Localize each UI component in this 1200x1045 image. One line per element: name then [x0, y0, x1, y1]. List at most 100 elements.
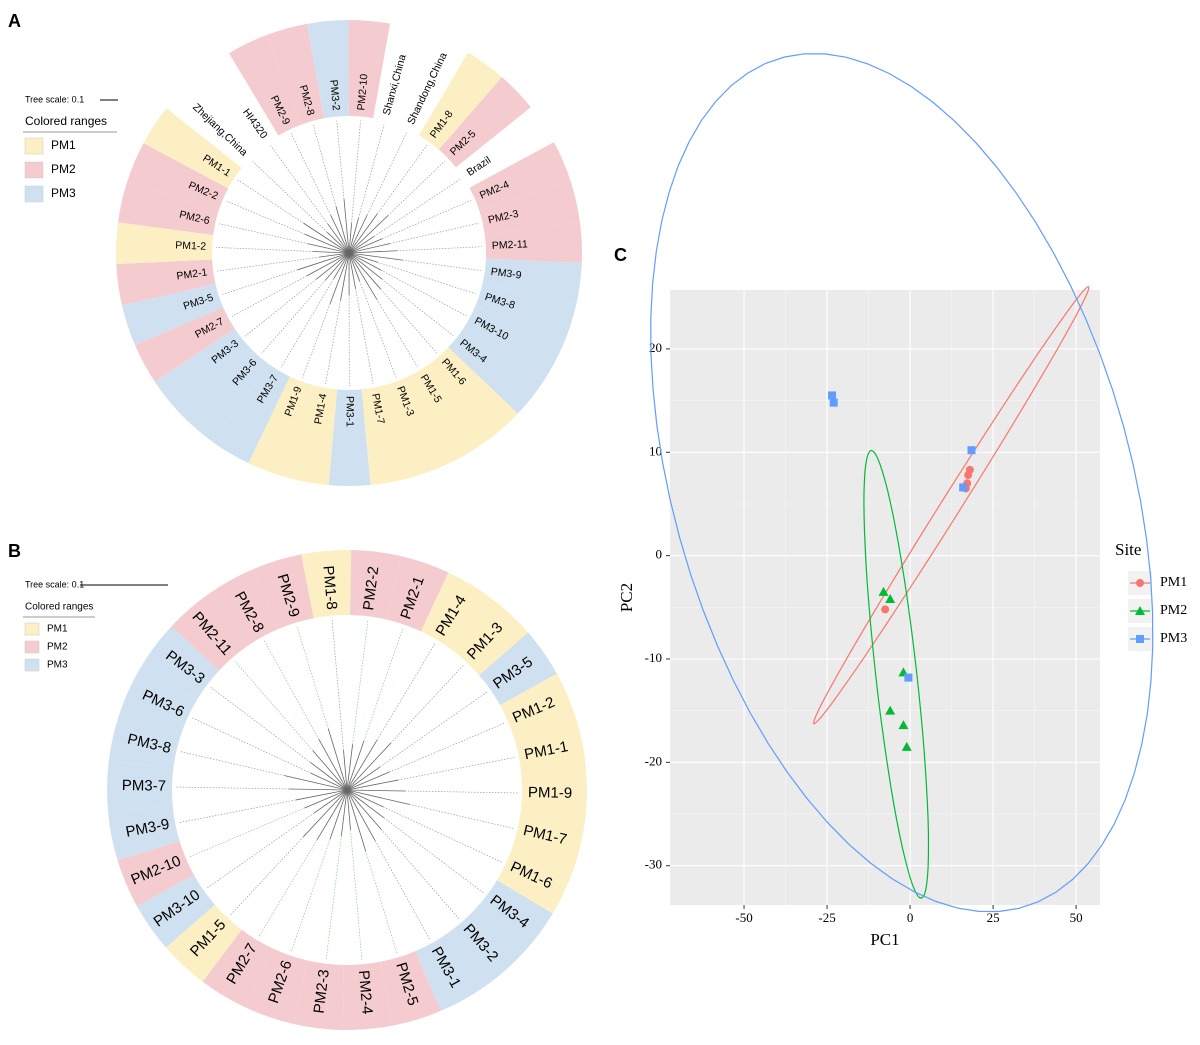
range-segment [107, 805, 180, 861]
range-segment [127, 143, 229, 211]
branch [325, 300, 341, 384]
legend-label: PM1 [1160, 575, 1187, 590]
confidence-ellipse [812, 285, 1090, 725]
branch [306, 252, 350, 277]
range-segment [108, 711, 182, 769]
x-axis-label: PC1 [870, 930, 899, 949]
range-segment [479, 632, 557, 706]
branch [402, 259, 481, 271]
branch [380, 829, 460, 920]
branch [376, 299, 418, 368]
branch [343, 750, 348, 791]
branch [346, 789, 351, 830]
branch [380, 269, 467, 317]
branch [263, 640, 320, 740]
range-segment [482, 258, 582, 305]
branch [348, 252, 381, 290]
leaf-label: PM2-10 [355, 73, 370, 111]
branch [348, 223, 353, 254]
range-segment [228, 35, 301, 136]
branch [381, 200, 472, 240]
range-segment [212, 364, 290, 464]
branch [351, 120, 361, 224]
branch [252, 161, 328, 233]
branch [234, 660, 314, 751]
branch [330, 215, 350, 254]
branch [377, 261, 476, 295]
branch [346, 740, 378, 791]
branch [389, 222, 479, 244]
branch [374, 840, 431, 940]
leaf-label: PM3-9 [490, 266, 522, 282]
range-segment [342, 961, 393, 1031]
range-segment [137, 874, 215, 948]
range-segment [171, 593, 247, 671]
legend-label: PM2 [1160, 603, 1187, 618]
y-tick-label: 20 [649, 340, 662, 355]
legend-label: PM2 [51, 162, 76, 176]
range-segment [253, 554, 314, 629]
branch [379, 691, 488, 768]
range-segment [120, 666, 197, 734]
branch [280, 278, 334, 368]
range-segment [117, 841, 194, 907]
branch [231, 275, 307, 317]
point [959, 483, 968, 492]
branch [346, 771, 390, 791]
branch [327, 223, 350, 254]
range-segment [520, 769, 587, 820]
legend-label: PM1 [47, 624, 68, 635]
branch [216, 247, 314, 252]
branch [176, 786, 290, 790]
range-segment [415, 933, 485, 1011]
range-segment [116, 259, 216, 306]
range-segment [386, 556, 449, 632]
point [878, 586, 889, 596]
range-segment [287, 385, 338, 486]
legend-title: Colored ranges [25, 114, 107, 128]
point [898, 720, 909, 730]
branch [206, 812, 315, 889]
x-tick-label: 0 [907, 910, 914, 925]
range-segment [328, 389, 371, 487]
branch [348, 236, 375, 254]
x-tick-label: 50 [1070, 910, 1083, 925]
branch [284, 775, 348, 791]
branch [327, 728, 348, 791]
panel-letter: C [614, 245, 627, 265]
legend-label: PM1 [51, 138, 76, 152]
range-segment [474, 880, 553, 954]
range-segment [143, 108, 242, 189]
branch [348, 252, 356, 289]
branch [226, 200, 305, 235]
range-segment [209, 569, 279, 647]
branch [387, 160, 446, 216]
range-segment [429, 347, 518, 442]
branch [303, 789, 348, 838]
branch [366, 132, 407, 216]
range-segment [514, 719, 587, 775]
branch [346, 789, 384, 819]
branch [219, 223, 309, 245]
branch [290, 133, 331, 216]
leaf-label: PM2-1 [176, 266, 208, 282]
leaf-label: PM2-3 [311, 969, 333, 1015]
leaf-label: PM3-1 [344, 396, 356, 427]
branch [404, 790, 518, 794]
branch [396, 246, 482, 252]
range-segment [154, 328, 251, 415]
range-segment [301, 550, 352, 619]
x-tick-label: 25 [987, 910, 1000, 925]
range-segment [448, 328, 544, 414]
branch [383, 806, 503, 863]
branch [346, 789, 382, 830]
branch [335, 206, 350, 254]
leaf-label: PM3-7 [122, 777, 166, 795]
branch [318, 739, 348, 791]
branch [348, 213, 378, 254]
legend-title: Colored ranges [25, 602, 93, 613]
point [829, 398, 838, 407]
branch [314, 789, 348, 814]
x-tick-label: -50 [735, 910, 752, 925]
